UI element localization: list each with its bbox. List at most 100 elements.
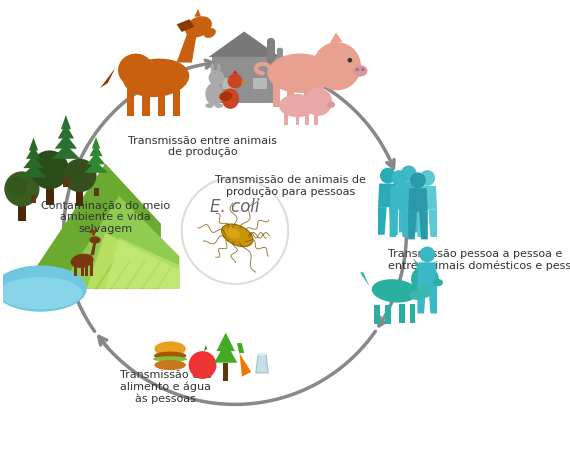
Bar bbox=[267, 41, 275, 66]
Bar bbox=[63, 178, 69, 187]
Polygon shape bbox=[429, 210, 437, 237]
Circle shape bbox=[227, 74, 242, 89]
Polygon shape bbox=[52, 144, 80, 159]
Polygon shape bbox=[84, 161, 108, 173]
Ellipse shape bbox=[203, 28, 216, 38]
Polygon shape bbox=[413, 259, 422, 268]
Ellipse shape bbox=[118, 54, 154, 87]
Ellipse shape bbox=[222, 89, 239, 109]
Ellipse shape bbox=[154, 351, 186, 360]
Polygon shape bbox=[87, 153, 105, 164]
Polygon shape bbox=[378, 207, 386, 235]
Polygon shape bbox=[29, 137, 38, 151]
Circle shape bbox=[361, 68, 365, 71]
Circle shape bbox=[304, 88, 332, 116]
Ellipse shape bbox=[205, 83, 223, 105]
Bar bbox=[276, 50, 283, 71]
Polygon shape bbox=[89, 144, 103, 156]
Polygon shape bbox=[399, 181, 418, 205]
Circle shape bbox=[380, 168, 396, 184]
Text: Contaminação do meio
ambiente e vida
selvagem: Contaminação do meio ambiente e vida sel… bbox=[40, 200, 170, 234]
Bar bbox=[81, 261, 84, 275]
Bar bbox=[93, 188, 99, 196]
Ellipse shape bbox=[154, 360, 186, 370]
Polygon shape bbox=[239, 353, 251, 377]
Ellipse shape bbox=[123, 59, 189, 97]
Ellipse shape bbox=[222, 224, 253, 247]
Polygon shape bbox=[23, 155, 44, 168]
Circle shape bbox=[420, 170, 435, 186]
Bar bbox=[158, 78, 165, 116]
Circle shape bbox=[63, 159, 96, 192]
Bar bbox=[399, 304, 405, 323]
Ellipse shape bbox=[267, 38, 275, 43]
Bar bbox=[385, 305, 390, 324]
Polygon shape bbox=[417, 210, 426, 237]
Text: Transmissão entre animais
de produção: Transmissão entre animais de produção bbox=[128, 136, 277, 158]
Ellipse shape bbox=[89, 236, 101, 244]
Text: Transmissão pessoa a pessoa e
entre animais domésticos e pessoas: Transmissão pessoa a pessoa e entre anim… bbox=[388, 249, 570, 271]
Polygon shape bbox=[26, 146, 41, 159]
Polygon shape bbox=[3, 164, 161, 288]
Polygon shape bbox=[408, 212, 417, 240]
Bar bbox=[304, 73, 310, 107]
Polygon shape bbox=[429, 286, 437, 314]
Polygon shape bbox=[410, 205, 418, 233]
Polygon shape bbox=[105, 238, 180, 288]
Polygon shape bbox=[194, 9, 201, 17]
Polygon shape bbox=[177, 32, 197, 62]
Text: Transmissão de animais de
produção para pessoas: Transmissão de animais de produção para … bbox=[215, 175, 366, 197]
Bar bbox=[305, 106, 308, 125]
Ellipse shape bbox=[214, 103, 223, 108]
Bar bbox=[76, 182, 83, 206]
Ellipse shape bbox=[71, 254, 93, 268]
Circle shape bbox=[189, 351, 217, 379]
Ellipse shape bbox=[185, 16, 212, 37]
Circle shape bbox=[30, 151, 69, 189]
Bar bbox=[284, 106, 288, 125]
Ellipse shape bbox=[279, 94, 316, 117]
Bar bbox=[74, 261, 76, 275]
Bar bbox=[18, 196, 26, 221]
Circle shape bbox=[7, 177, 27, 197]
Ellipse shape bbox=[211, 63, 214, 73]
Polygon shape bbox=[233, 70, 238, 74]
Polygon shape bbox=[417, 262, 437, 286]
Ellipse shape bbox=[258, 353, 266, 356]
Polygon shape bbox=[399, 205, 408, 233]
Bar bbox=[410, 304, 415, 323]
Polygon shape bbox=[242, 81, 246, 85]
Polygon shape bbox=[378, 184, 398, 207]
Polygon shape bbox=[417, 186, 437, 210]
Ellipse shape bbox=[410, 291, 426, 300]
Circle shape bbox=[5, 171, 39, 206]
Ellipse shape bbox=[225, 227, 241, 239]
Circle shape bbox=[356, 68, 359, 71]
Polygon shape bbox=[92, 137, 100, 149]
Bar bbox=[374, 305, 380, 324]
Polygon shape bbox=[408, 188, 428, 212]
Circle shape bbox=[209, 70, 225, 86]
Polygon shape bbox=[91, 243, 96, 255]
Bar bbox=[86, 261, 88, 275]
Polygon shape bbox=[204, 345, 207, 351]
Polygon shape bbox=[419, 212, 428, 240]
Bar bbox=[314, 106, 318, 125]
Ellipse shape bbox=[267, 54, 332, 93]
Polygon shape bbox=[401, 210, 409, 237]
Circle shape bbox=[313, 42, 361, 90]
Bar bbox=[173, 78, 180, 116]
Ellipse shape bbox=[217, 63, 221, 73]
Bar bbox=[287, 73, 294, 107]
Polygon shape bbox=[59, 196, 180, 288]
Bar bbox=[90, 261, 93, 275]
Bar bbox=[31, 194, 36, 203]
Circle shape bbox=[348, 58, 352, 62]
Polygon shape bbox=[21, 164, 46, 178]
Bar bbox=[317, 73, 324, 107]
Circle shape bbox=[420, 247, 435, 262]
Polygon shape bbox=[330, 33, 343, 43]
Bar bbox=[127, 78, 135, 116]
Ellipse shape bbox=[276, 48, 283, 52]
Text: Transmissão dos
alimento e água
às pessoas: Transmissão dos alimento e água às pesso… bbox=[120, 370, 211, 404]
